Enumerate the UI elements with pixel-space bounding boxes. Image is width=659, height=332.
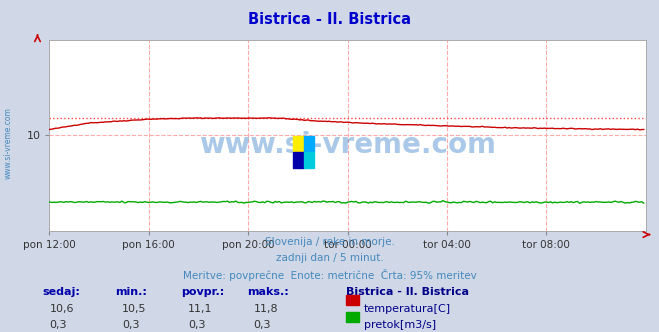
Text: www.si-vreme.com: www.si-vreme.com (199, 131, 496, 159)
Text: 11,1: 11,1 (188, 304, 212, 314)
Text: 11,8: 11,8 (254, 304, 278, 314)
Text: 0,3: 0,3 (122, 320, 140, 330)
Text: Slovenija / reke in morje.: Slovenija / reke in morje. (264, 237, 395, 247)
Bar (293, 152, 304, 168)
Text: Bistrica - Il. Bistrica: Bistrica - Il. Bistrica (346, 287, 469, 297)
Bar (293, 136, 304, 152)
Text: Meritve: povprečne  Enote: metrične  Črta: 95% meritev: Meritve: povprečne Enote: metrične Črta:… (183, 269, 476, 281)
Text: www.si-vreme.com: www.si-vreme.com (4, 107, 13, 179)
Text: 10,6: 10,6 (49, 304, 74, 314)
Text: povpr.:: povpr.: (181, 287, 225, 297)
Bar (304, 152, 314, 168)
Text: 0,3: 0,3 (49, 320, 67, 330)
Text: zadnji dan / 5 minut.: zadnji dan / 5 minut. (275, 253, 384, 263)
Text: temperatura[C]: temperatura[C] (364, 304, 451, 314)
Text: 0,3: 0,3 (188, 320, 206, 330)
Text: sedaj:: sedaj: (43, 287, 80, 297)
Bar (304, 136, 314, 152)
Text: min.:: min.: (115, 287, 147, 297)
Text: maks.:: maks.: (247, 287, 289, 297)
Text: Bistrica - Il. Bistrica: Bistrica - Il. Bistrica (248, 12, 411, 27)
Text: 0,3: 0,3 (254, 320, 272, 330)
Text: pretok[m3/s]: pretok[m3/s] (364, 320, 436, 330)
Text: 10,5: 10,5 (122, 304, 146, 314)
